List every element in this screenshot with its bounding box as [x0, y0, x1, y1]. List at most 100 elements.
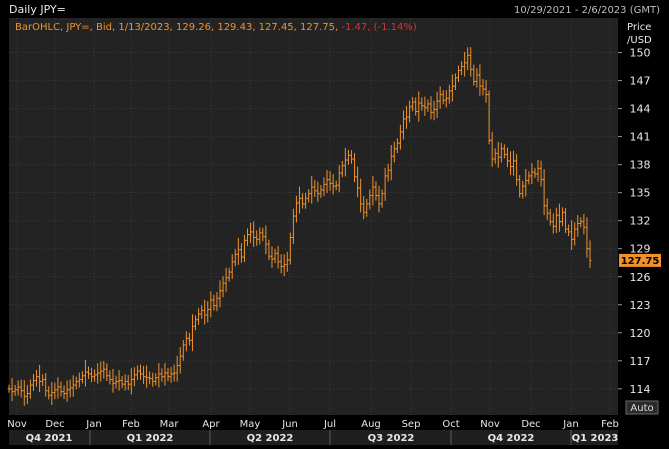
ohlc-bar: [276, 245, 280, 269]
ohlc-bar: [521, 180, 525, 199]
ohlc-bar: [496, 141, 500, 168]
ohlc-bar: [267, 239, 271, 261]
ohlc-bar: [527, 171, 531, 185]
ohlc-bar: [87, 366, 91, 379]
ohlc-bar: [218, 280, 222, 308]
ohlc-bar: [405, 105, 409, 129]
ohlc-bar: [77, 372, 81, 388]
ohlc-bar: [252, 221, 256, 247]
ohlc-bar: [548, 208, 552, 226]
ohlc-bar: [71, 375, 75, 397]
month-tick-label: Apr: [202, 419, 220, 430]
ohlc-bar: [408, 100, 412, 123]
ohlc-bar: [557, 203, 561, 232]
month-tick-label: Feb: [122, 419, 140, 430]
ohlc-bar: [123, 374, 127, 391]
ohlc-bar: [80, 371, 84, 384]
ohlc-bar: [279, 254, 283, 274]
ohlc-bar: [135, 365, 139, 380]
y-tick-label: 135: [630, 187, 651, 200]
ohlc-bar: [505, 147, 509, 168]
ohlc-bar: [59, 381, 63, 397]
auto-scale-label[interactable]: Auto: [630, 403, 653, 414]
ohlc-bar: [145, 365, 149, 388]
ohlc-bar: [377, 185, 381, 213]
ohlc-bar: [463, 51, 467, 77]
ohlc-bar: [258, 227, 262, 245]
ohlc-bar: [334, 180, 338, 191]
ohlc-bar: [365, 198, 369, 217]
quarter-label: Q1 2022: [127, 433, 174, 444]
ohlc-bar: [512, 150, 516, 176]
month-tick-label: May: [240, 419, 261, 430]
y-tick-label: 123: [630, 299, 651, 312]
ohlc-bar: [429, 96, 433, 120]
ohlc-bar: [435, 91, 439, 119]
ohlc-bar: [307, 189, 311, 203]
ohlc-bar: [53, 382, 57, 399]
y-tick-label: 117: [630, 355, 651, 368]
ohlc-bar: [172, 364, 176, 382]
date-range: 10/29/2021 - 2/6/2023 (GMT): [514, 5, 660, 16]
ohlc-bar: [111, 368, 115, 393]
ohlc-bar: [154, 373, 158, 386]
ohlc-bar: [129, 368, 133, 395]
auto-scale-button[interactable]: [625, 400, 659, 415]
ohlc-bar: [398, 124, 402, 150]
ohlc-bar: [499, 142, 503, 163]
ohlc-bar: [573, 222, 577, 246]
ohlc-bar: [457, 65, 461, 83]
ohlc-bar: [221, 276, 225, 298]
month-tick-label: Nov: [480, 419, 500, 430]
month-tick-label: Dec: [45, 419, 64, 430]
ohlc-bar: [469, 47, 473, 77]
ohlc-bar: [288, 232, 292, 265]
ohlc-bar: [340, 161, 344, 178]
y-tick-label: 114: [630, 383, 651, 396]
ohlc-bar: [426, 99, 430, 112]
ohlc-bar: [285, 251, 289, 272]
ohlc-bar: [41, 374, 45, 387]
ohlc-bar: [371, 176, 375, 206]
ohlc-bar: [524, 168, 528, 197]
ohlc-bar: [175, 355, 179, 382]
ohlc-bar: [83, 359, 87, 387]
ohlc-bar: [466, 47, 470, 71]
ohlc-bar: [13, 384, 17, 396]
ohlc-bar: [239, 243, 243, 263]
ohlc-bar: [441, 90, 445, 105]
ohlc-bar: [564, 208, 568, 233]
ohlc-bar: [187, 332, 191, 346]
y-tick-label: 126: [630, 271, 651, 284]
ohlc-bar: [417, 91, 421, 122]
ohlc-bar: [346, 150, 350, 165]
ohlc-bar: [44, 372, 48, 397]
y-tick-label: 129: [630, 243, 651, 256]
ohlc-bar: [50, 382, 54, 405]
ohlc-bar: [132, 367, 136, 387]
ohlc-bar: [151, 372, 155, 387]
ohlc-bar: [142, 365, 146, 384]
month-tick-label: Feb: [601, 419, 619, 430]
ohlc-bar: [484, 79, 488, 103]
ohlc-bar: [420, 97, 424, 111]
ohlc-legend: BarOHLC, JPY=, Bid, 1/13/2023, 129.26, 1…: [15, 22, 417, 33]
ohlc-bar: [163, 363, 167, 386]
ohlc-bar: [551, 213, 555, 234]
ohlc-bar: [68, 379, 72, 398]
ohlc-bar: [389, 145, 393, 181]
ohlc-bar: [273, 248, 277, 264]
price-bars: [7, 47, 592, 406]
ohlc-bar: [209, 291, 213, 318]
ohlc-bar: [212, 294, 216, 311]
ohlc-legend-values: BarOHLC, JPY=, Bid, 1/13/2023, 129.26, 1…: [15, 22, 341, 33]
ohlc-bar: [570, 220, 574, 250]
month-tick-label: Dec: [521, 419, 540, 430]
ohlc-bar: [105, 363, 109, 382]
ohlc-bar: [395, 138, 399, 154]
ohlc-bar: [579, 217, 583, 228]
ohlc-bar: [401, 110, 405, 140]
ohlc-bar: [414, 97, 418, 116]
ohlc-bar: [530, 163, 534, 184]
ohlc-bar: [166, 368, 170, 382]
